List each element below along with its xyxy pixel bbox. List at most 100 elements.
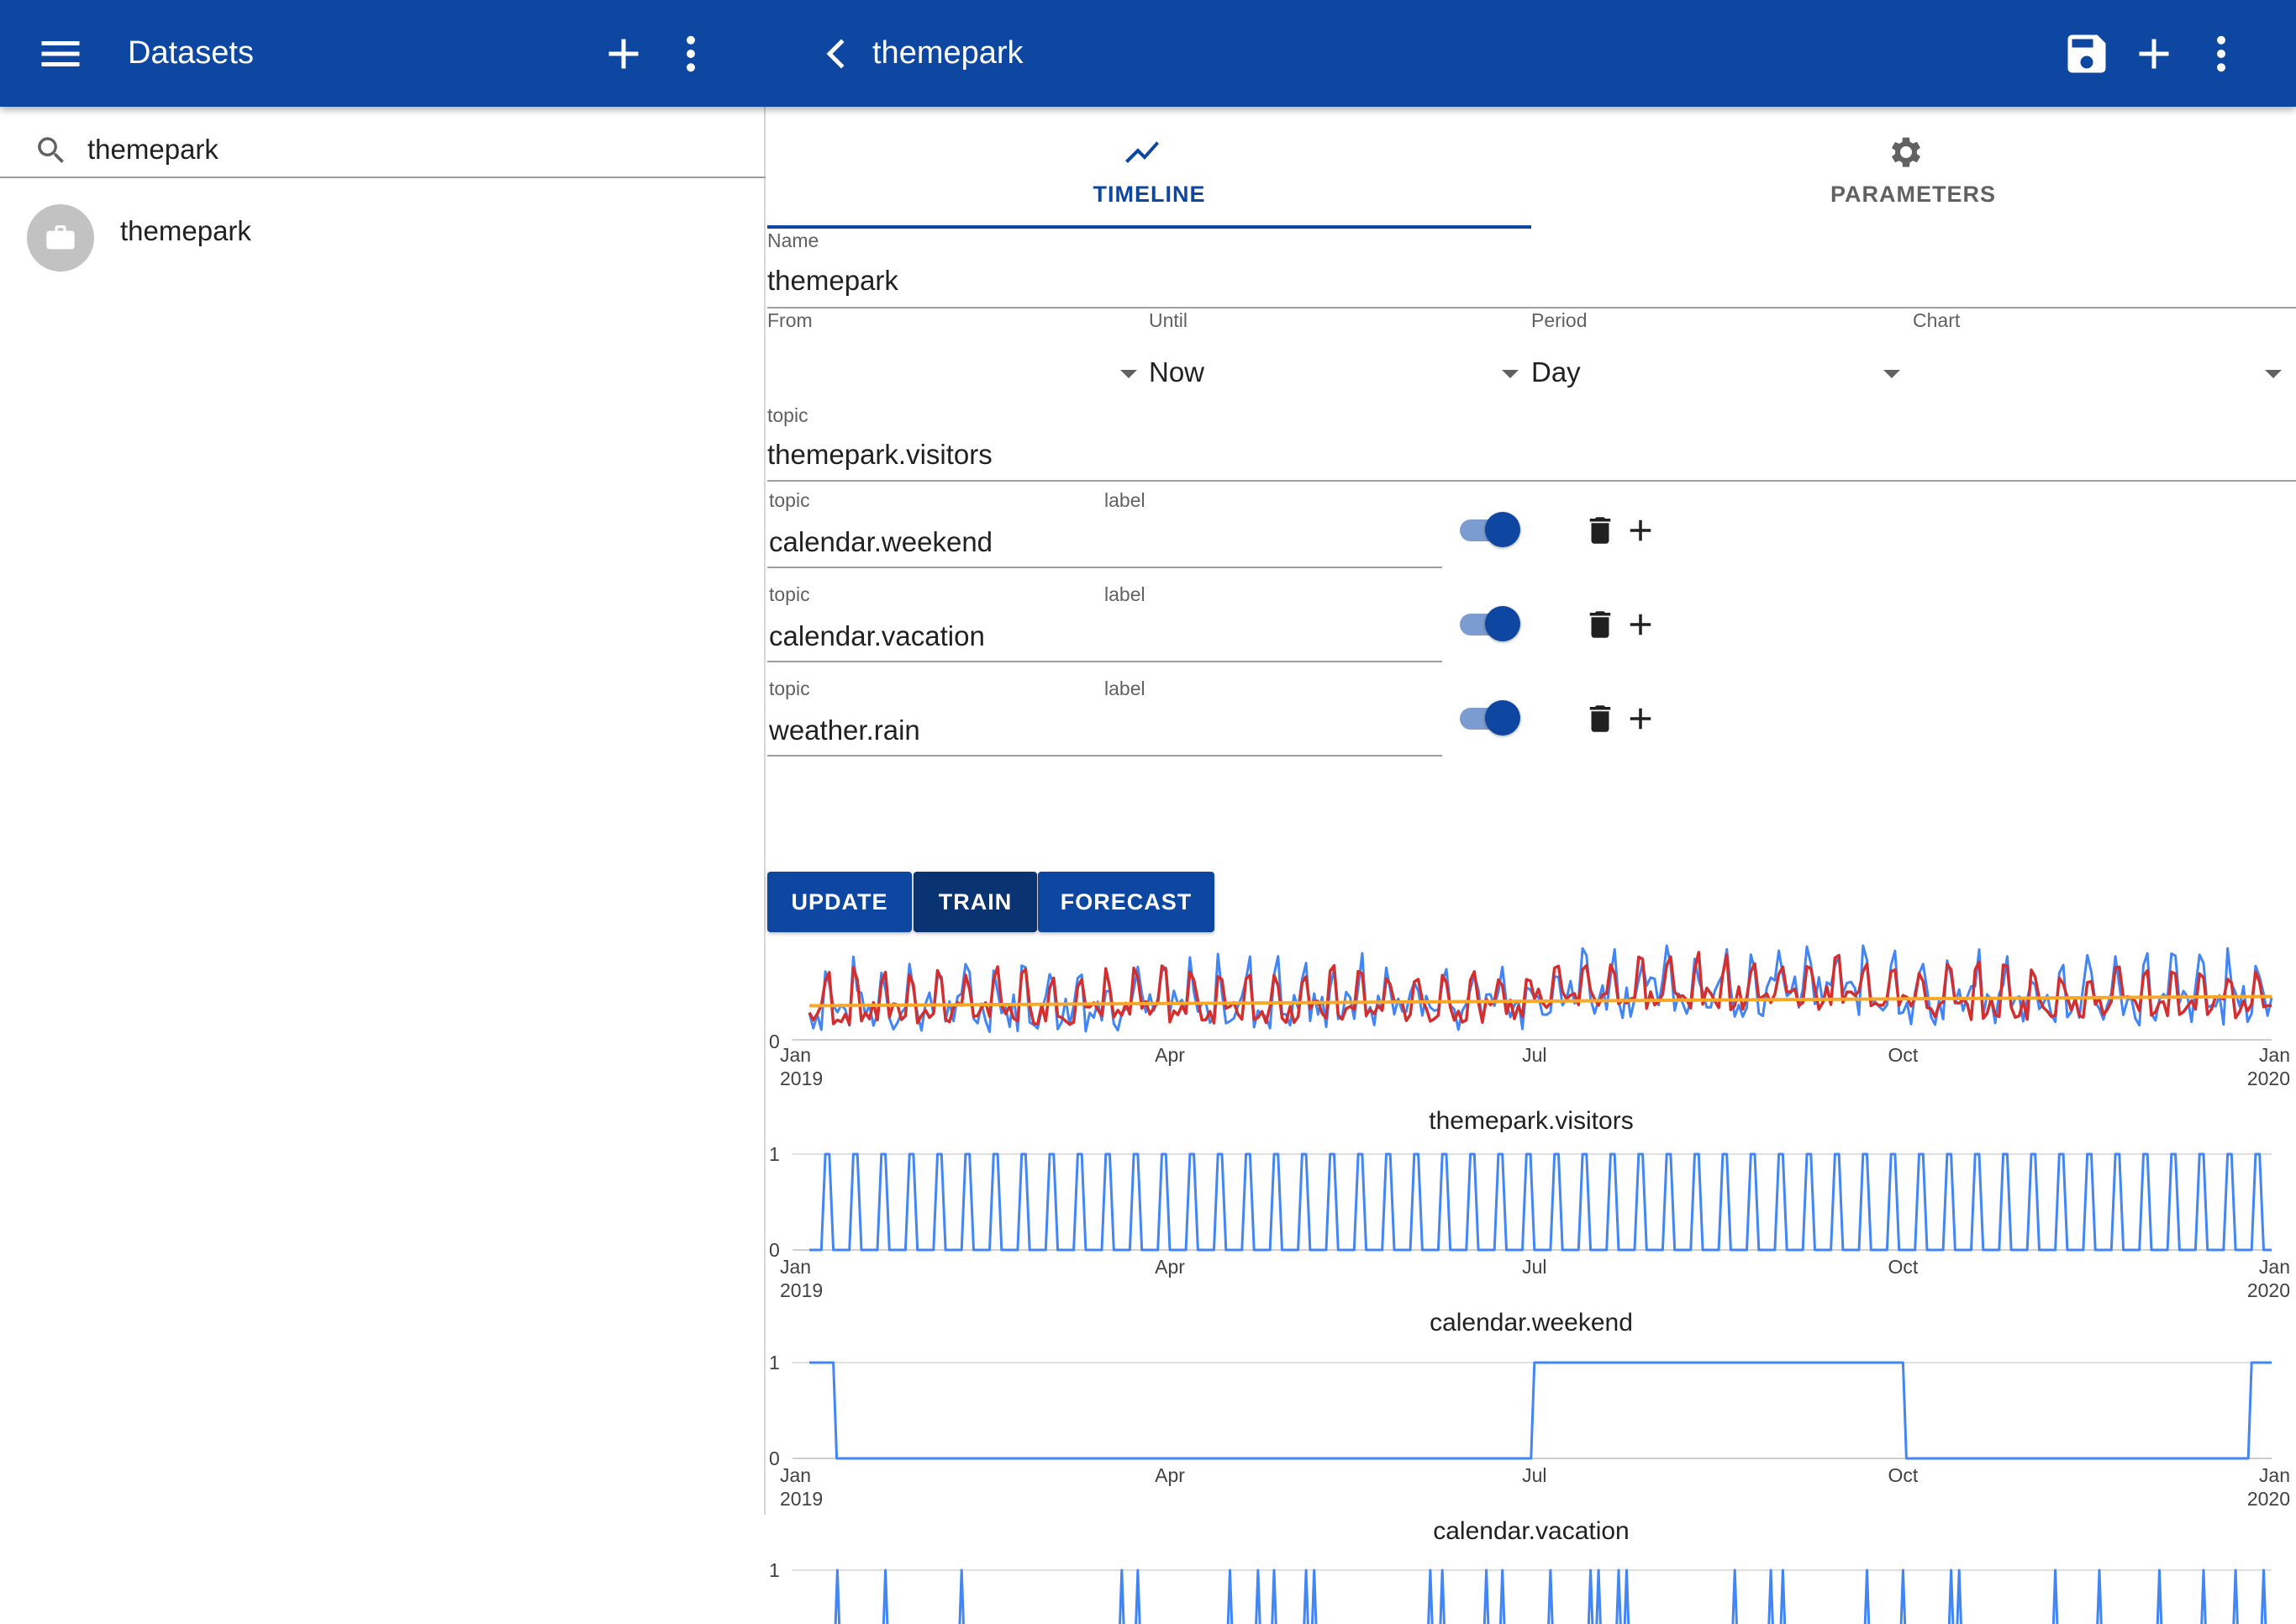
regressor-enabled-toggle[interactable] xyxy=(1458,510,1522,551)
series-line-trend xyxy=(808,994,2272,1008)
x-tick-label: 2020 xyxy=(2247,1488,2290,1510)
x-tick-label: Jul xyxy=(1522,1256,1546,1278)
period-select[interactable]: Day xyxy=(1531,356,1581,388)
chart-title: themepark.visitors xyxy=(1429,1107,1633,1132)
series-line xyxy=(809,1361,2272,1460)
app-bar: Datasets themepark xyxy=(0,0,2296,107)
name-underline xyxy=(767,307,2296,308)
x-tick-label: 2020 xyxy=(2247,1279,2290,1301)
regressor-enabled-toggle[interactable] xyxy=(1458,604,1522,645)
delete-icon[interactable] xyxy=(1582,513,1618,548)
regressor-underline xyxy=(767,567,1442,568)
regressor-topic-field[interactable]: calendar.vacation xyxy=(769,620,985,651)
x-tick-label: Oct xyxy=(1888,1464,1919,1486)
save-icon[interactable] xyxy=(2062,29,2112,79)
delete-icon[interactable] xyxy=(1582,701,1618,736)
regressor-enabled-toggle[interactable] xyxy=(1458,699,1522,739)
delete-icon[interactable] xyxy=(1582,607,1618,642)
from-label: From xyxy=(767,309,813,331)
x-tick-label: Oct xyxy=(1888,1256,1919,1278)
name-field[interactable]: themepark xyxy=(767,265,898,296)
tab-label: TIMELINE xyxy=(1093,182,1206,207)
x-tick-label: Jan xyxy=(2259,1044,2290,1066)
x-tick-label: 2019 xyxy=(780,1279,823,1301)
tab-timeline[interactable]: TIMELINE xyxy=(767,107,1531,229)
dataset-list-pane: themepark themepark xyxy=(0,107,766,1515)
datasets-title: Datasets xyxy=(128,35,254,71)
y-tick-label: 1 xyxy=(769,1559,780,1581)
x-tick-label: 2020 xyxy=(2247,1068,2290,1089)
add-plus-icon[interactable] xyxy=(2129,29,2179,79)
x-tick-label: 2019 xyxy=(780,1068,823,1089)
from-dropdown-icon[interactable] xyxy=(1120,370,1137,378)
datasets-more-vert-icon[interactable] xyxy=(666,29,716,79)
active-tab-indicator xyxy=(767,225,1531,229)
x-tick-label: 2019 xyxy=(780,1488,823,1510)
regressor-label-label: label xyxy=(1104,678,1145,699)
add-regressor-plus-icon[interactable] xyxy=(1623,513,1658,548)
add-regressor-plus-icon[interactable] xyxy=(1623,701,1658,736)
regressor-underline xyxy=(767,755,1442,757)
x-tick-label: Apr xyxy=(1155,1044,1185,1066)
series-line-fit xyxy=(808,951,2272,1026)
update-button[interactable]: UPDATE xyxy=(767,872,912,932)
x-tick-label: Jan xyxy=(780,1044,811,1066)
chart-dropdown-icon[interactable] xyxy=(2265,370,2282,378)
x-tick-label: Oct xyxy=(1888,1044,1919,1066)
topic-label: topic xyxy=(767,404,808,426)
name-label: Name xyxy=(767,229,819,251)
regressor-underline xyxy=(767,661,1442,662)
briefcase-icon xyxy=(46,225,75,250)
dataset-title: themepark xyxy=(872,35,1024,71)
y-tick-label: 0 xyxy=(769,1447,780,1469)
regressor-label-label: label xyxy=(1104,583,1145,605)
period-dropdown-icon[interactable] xyxy=(1883,370,1900,378)
chart-weather-rain: 1 xyxy=(769,1559,2272,1624)
x-tick-label: Jan xyxy=(780,1256,811,1278)
x-tick-label: Jan xyxy=(780,1464,811,1486)
until-select[interactable]: Now xyxy=(1149,356,1205,388)
y-tick-label: 0 xyxy=(769,1031,780,1052)
x-tick-label: Jul xyxy=(1522,1464,1546,1486)
avatar xyxy=(27,204,94,272)
chart-label: Chart xyxy=(1913,309,1961,331)
timeline-icon xyxy=(1122,132,1162,172)
x-tick-label: Jul xyxy=(1522,1044,1546,1066)
menu-icon[interactable] xyxy=(35,29,86,79)
search-field[interactable]: themepark xyxy=(0,123,766,178)
add-dataset-plus-icon[interactable] xyxy=(598,29,649,79)
train-button[interactable]: TRAIN xyxy=(914,872,1037,932)
x-tick-label: Apr xyxy=(1155,1464,1185,1486)
regressor-topic-field[interactable]: weather.rain xyxy=(769,714,920,746)
tab-parameters[interactable]: PARAMETERS xyxy=(1531,107,2295,229)
regressor-topic-field[interactable]: calendar.weekend xyxy=(769,526,993,557)
y-tick-label: 1 xyxy=(769,1352,780,1374)
list-item-themepark[interactable]: themepark xyxy=(0,189,766,272)
gear-icon xyxy=(1886,132,1926,172)
period-label: Period xyxy=(1531,309,1588,331)
series-line xyxy=(809,1152,2272,1252)
regressor-topic-label: topic xyxy=(769,489,810,511)
topic-field[interactable]: themepark.visitors xyxy=(767,439,993,470)
more-vert-icon[interactable] xyxy=(2196,29,2246,79)
forecast-button[interactable]: FORECAST xyxy=(1038,872,1214,932)
tab-label: PARAMETERS xyxy=(1830,182,1996,207)
back-chevron-icon[interactable] xyxy=(814,29,864,79)
y-tick-label: 1 xyxy=(769,1143,780,1165)
chart-title: calendar.vacation xyxy=(1433,1517,1630,1545)
until-dropdown-icon[interactable] xyxy=(1502,370,1519,378)
series-line xyxy=(834,1569,2267,1624)
topic-underline xyxy=(767,480,2296,482)
x-tick-label: Jan xyxy=(2259,1464,2290,1486)
search-input[interactable]: themepark xyxy=(87,134,219,165)
regressor-topic-label: topic xyxy=(769,678,810,699)
dataset-detail-pane: TIMELINE PARAMETERS Name themepark From … xyxy=(767,107,2296,1624)
x-tick-label: Apr xyxy=(1155,1256,1185,1278)
regressor-label-label: label xyxy=(1104,489,1145,511)
until-label: Until xyxy=(1149,309,1188,331)
chart-title: calendar.weekend xyxy=(1430,1309,1633,1337)
add-regressor-plus-icon[interactable] xyxy=(1623,607,1658,642)
